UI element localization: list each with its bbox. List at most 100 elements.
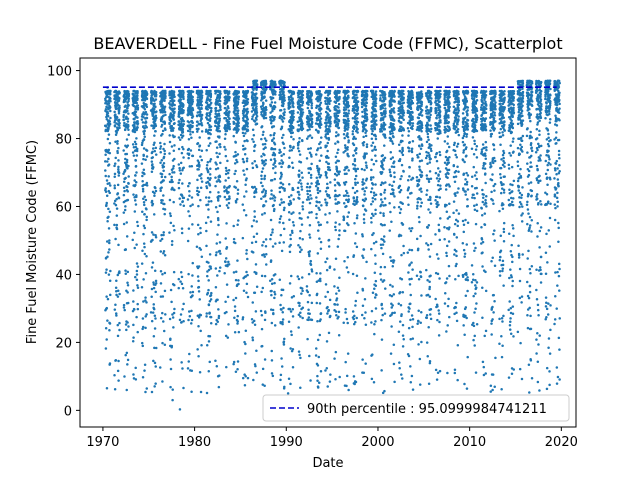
- scatter-point-194: [114, 203, 118, 207]
- scatter-point-4477: [374, 208, 377, 212]
- scatter-point-2256: [241, 131, 245, 135]
- scatter-point-3823: [335, 297, 339, 300]
- scatter-point-4575: [381, 106, 385, 110]
- scatter-point-2484: [253, 291, 257, 295]
- scatter-point-2779: [271, 245, 275, 248]
- scatter-point-1098: [169, 288, 173, 292]
- scatter-point-447: [127, 97, 131, 101]
- scatter-point-4196: [356, 120, 360, 124]
- scatter-point-1640: [200, 149, 204, 153]
- scatter-point-1900: [217, 316, 221, 320]
- scatter-point-4274: [363, 168, 366, 172]
- scatter-point-3198: [298, 301, 301, 305]
- scatter-point-768: [150, 295, 153, 299]
- scatter-point-1310: [181, 367, 184, 370]
- scatter-point-3668: [326, 149, 329, 153]
- scatter-point-729: [145, 103, 148, 106]
- scatter-point-3456: [315, 204, 318, 208]
- scatter-point-4936: [402, 114, 405, 117]
- scatter-point-1620: [199, 186, 203, 190]
- scatter-point-4940: [402, 244, 405, 248]
- scatter-point-4220: [361, 358, 364, 361]
- scatter-point-3706: [327, 331, 331, 335]
- scatter-point-3329: [306, 216, 310, 219]
- scatter-point-1683: [205, 344, 209, 347]
- scatter-point-362: [124, 248, 127, 251]
- scatter-point-1580: [198, 298, 201, 301]
- scatter-point-2736: [270, 189, 273, 192]
- scatter-point-444: [127, 104, 130, 107]
- scatter-point-2007: [225, 310, 228, 314]
- scatter-point-202: [114, 312, 118, 315]
- scatter-point-2211: [236, 322, 239, 325]
- scatter-point-4872: [399, 129, 403, 133]
- scatter-point-679: [143, 129, 146, 133]
- scatter-point-4570: [381, 154, 384, 157]
- scatter-point-3591: [319, 240, 323, 244]
- scatter-point-2082: [227, 168, 231, 172]
- scatter-point-1083: [169, 385, 172, 389]
- scatter-point-3384: [308, 223, 312, 227]
- scatter-point-4703: [390, 110, 393, 114]
- scatter-point-2247: [237, 90, 241, 94]
- scatter-point-4095: [353, 314, 356, 318]
- scatter-point-2146: [233, 162, 237, 165]
- scatter-point-37: [105, 95, 108, 99]
- scatter-point-4534: [380, 318, 383, 322]
- scatter-point-401: [125, 158, 129, 162]
- scatter-point-509: [133, 210, 137, 213]
- scatter-point-954: [160, 123, 164, 127]
- scatter-point-1879: [216, 167, 220, 170]
- scatter-point-1777: [209, 265, 212, 268]
- scatter-point-1935: [218, 143, 222, 146]
- scatter-point-1731: [207, 303, 211, 307]
- scatter-point-2828: [273, 177, 277, 181]
- scatter-point-3086: [290, 128, 293, 132]
- scatter-point-3587: [319, 174, 323, 177]
- scatter-point-4588: [382, 182, 385, 185]
- scatter-point-1409: [188, 314, 192, 318]
- scatter-point-3319: [306, 337, 309, 341]
- scatter-point-472: [132, 193, 135, 196]
- scatter-point-4842: [398, 211, 402, 215]
- scatter-point-4735: [391, 311, 394, 315]
- scatter-point-261: [117, 168, 120, 171]
- scatter-point-438: [127, 164, 130, 168]
- scatter-point-4163: [355, 123, 359, 126]
- scatter-point-4745: [391, 156, 395, 159]
- scatter-point-4033: [347, 271, 350, 274]
- scatter-point-592: [136, 104, 139, 107]
- scatter-point-1949: [219, 92, 222, 95]
- scatter-point-4831: [398, 367, 401, 370]
- scatter-point-596: [136, 265, 140, 268]
- scatter-point-2649: [263, 177, 266, 180]
- scatter-point-3409: [309, 259, 313, 263]
- scatter-point-1497: [191, 115, 195, 118]
- scatter-point-674: [143, 369, 146, 372]
- scatter-point-4758: [392, 192, 395, 196]
- scatter-point-2104: [232, 224, 235, 228]
- scatter-point-102: [107, 148, 111, 152]
- scatter-point-4578: [381, 243, 385, 246]
- scatter-point-317: [122, 186, 126, 190]
- scatter-point-4644: [384, 107, 387, 110]
- scatter-point-1728: [207, 200, 211, 203]
- scatter-point-2911: [280, 357, 283, 360]
- scatter-point-4073: [352, 154, 355, 157]
- scatter-point-1688: [206, 270, 209, 273]
- scatter-point-3457: [315, 196, 318, 199]
- scatter-point-1579: [198, 136, 201, 139]
- scatter-point-1052: [168, 231, 171, 234]
- scatter-point-3415: [309, 263, 313, 266]
- scatter-point-3818: [335, 174, 339, 177]
- scatter-point-4866: [399, 207, 403, 211]
- scatter-point-4624: [383, 223, 386, 227]
- scatter-point-1744: [208, 123, 211, 127]
- scatter-point-1669: [205, 312, 208, 315]
- scatter-point-4054: [351, 117, 355, 120]
- scatter-point-1808: [214, 92, 217, 95]
- scatter-point-1940: [218, 90, 222, 93]
- scatter-point-1114: [170, 175, 173, 179]
- scatter-point-3509: [316, 338, 320, 342]
- scatter-point-4081: [352, 254, 356, 257]
